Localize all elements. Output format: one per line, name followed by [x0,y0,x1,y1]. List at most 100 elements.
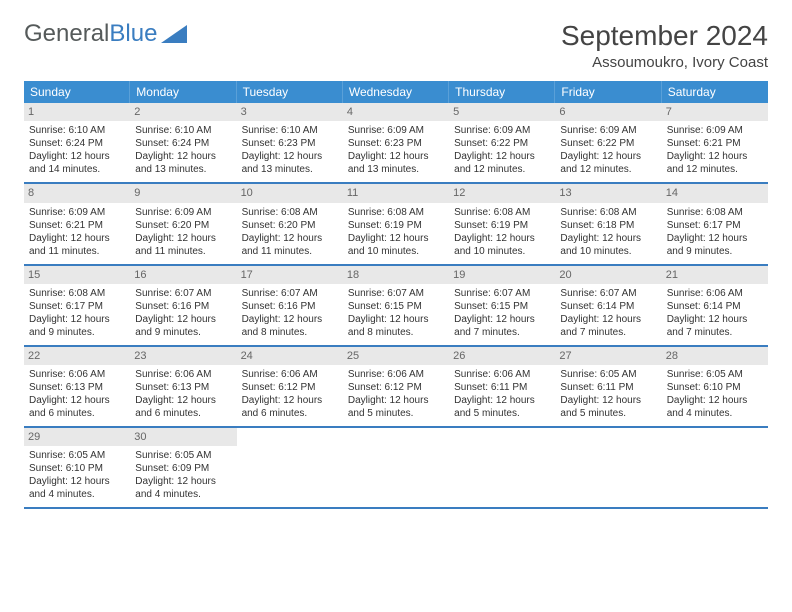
day-cell: 2Sunrise: 6:10 AMSunset: 6:24 PMDaylight… [130,103,236,182]
sunrise-line: Sunrise: 6:08 AM [242,206,338,219]
day-number: 24 [237,347,343,365]
day-number: 18 [343,266,449,284]
day-cell: 10Sunrise: 6:08 AMSunset: 6:20 PMDayligh… [237,184,343,263]
sunset-line: Sunset: 6:13 PM [29,381,125,394]
sunrise-line: Sunrise: 6:09 AM [667,124,763,137]
day-details: Sunrise: 6:10 AMSunset: 6:24 PMDaylight:… [28,124,126,176]
daylight-line: Daylight: 12 hours and 9 minutes. [135,313,231,339]
day-number: 15 [24,266,130,284]
day-number: 27 [555,347,661,365]
month-title: September 2024 [561,20,768,52]
daylight-line: Daylight: 12 hours and 4 minutes. [29,475,125,501]
day-number: 5 [449,103,555,121]
sunset-line: Sunset: 6:24 PM [135,137,231,150]
sunset-line: Sunset: 6:23 PM [348,137,444,150]
day-number: 30 [130,428,236,446]
sunset-line: Sunset: 6:19 PM [454,219,550,232]
day-details: Sunrise: 6:08 AMSunset: 6:20 PMDaylight:… [241,206,339,258]
day-details: Sunrise: 6:09 AMSunset: 6:22 PMDaylight:… [559,124,657,176]
daylight-line: Daylight: 12 hours and 12 minutes. [667,150,763,176]
sunset-line: Sunset: 6:16 PM [242,300,338,313]
day-number: 14 [662,184,768,202]
day-cell: 23 Sunrise: 6:06 AMSunset: 6:13 PMDayligh… [130,347,236,426]
day-number: 26 [449,347,555,365]
day-details: Sunrise: 6:06 AMSunset: 6:12 PMDaylight:… [241,368,339,420]
day-cell: 15 Sunrise: 6:08 AMSunset: 6:17 PMDayligh… [24,266,130,345]
sunset-line: Sunset: 6:21 PM [29,219,125,232]
sunset-line: Sunset: 6:13 PM [135,381,231,394]
sunrise-line: Sunrise: 6:06 AM [242,368,338,381]
weekday-label: Tuesday [237,81,343,103]
day-details: Sunrise: 6:09 AMSunset: 6:23 PMDaylight:… [347,124,445,176]
day-number: 22 [24,347,130,365]
day-cell: 11Sunrise: 6:08 AMSunset: 6:19 PMDayligh… [343,184,449,263]
sunrise-line: Sunrise: 6:07 AM [135,287,231,300]
day-cell [343,428,449,507]
day-details: Sunrise: 6:06 AMSunset: 6:13 PMDaylight:… [28,368,126,420]
day-cell [555,428,661,507]
logo-text-1: General [24,20,109,48]
day-cell: 14Sunrise: 6:08 AMSunset: 6:17 PMDayligh… [662,184,768,263]
daylight-line: Daylight: 12 hours and 6 minutes. [135,394,231,420]
header: GeneralBlue September 2024 Assoumoukro, … [24,20,768,71]
daylight-line: Daylight: 12 hours and 4 minutes. [135,475,231,501]
sunset-line: Sunset: 6:12 PM [348,381,444,394]
day-details: Sunrise: 6:09 AMSunset: 6:22 PMDaylight:… [453,124,551,176]
sunrise-line: Sunrise: 6:05 AM [29,449,125,462]
day-cell: 3 Sunrise: 6:10 AMSunset: 6:23 PMDaylight… [237,103,343,182]
day-details: Sunrise: 6:06 AMSunset: 6:13 PMDaylight:… [134,368,232,420]
day-number: 8 [24,184,130,202]
day-details: Sunrise: 6:08 AMSunset: 6:17 PMDaylight:… [28,287,126,339]
daylight-line: Daylight: 12 hours and 9 minutes. [29,313,125,339]
sunrise-line: Sunrise: 6:05 AM [560,368,656,381]
day-cell: 8 Sunrise: 6:09 AMSunset: 6:21 PMDaylight… [24,184,130,263]
day-details: Sunrise: 6:10 AMSunset: 6:23 PMDaylight:… [241,124,339,176]
sunset-line: Sunset: 6:19 PM [348,219,444,232]
sunset-line: Sunset: 6:21 PM [667,137,763,150]
sunset-line: Sunset: 6:17 PM [667,219,763,232]
daylight-line: Daylight: 12 hours and 6 minutes. [29,394,125,420]
day-number: 23 [130,347,236,365]
day-details: Sunrise: 6:09 AMSunset: 6:21 PMDaylight:… [666,124,764,176]
sunrise-line: Sunrise: 6:10 AM [135,124,231,137]
daylight-line: Daylight: 12 hours and 5 minutes. [454,394,550,420]
day-cell: 25Sunrise: 6:06 AMSunset: 6:12 PMDayligh… [343,347,449,426]
daylight-line: Daylight: 12 hours and 4 minutes. [667,394,763,420]
sunset-line: Sunset: 6:23 PM [242,137,338,150]
day-cell: 6Sunrise: 6:09 AMSunset: 6:22 PMDaylight… [555,103,661,182]
day-details: Sunrise: 6:08 AMSunset: 6:19 PMDaylight:… [453,206,551,258]
sunrise-line: Sunrise: 6:07 AM [242,287,338,300]
week-row: 15 Sunrise: 6:08 AMSunset: 6:17 PMDayligh… [24,266,768,347]
day-details: Sunrise: 6:09 AMSunset: 6:20 PMDaylight:… [134,206,232,258]
day-number: 3 [237,103,343,121]
day-cell: 18 Sunrise: 6:07 AMSunset: 6:15 PMDayligh… [343,266,449,345]
sunrise-line: Sunrise: 6:06 AM [348,368,444,381]
day-details: Sunrise: 6:09 AMSunset: 6:21 PMDaylight:… [28,206,126,258]
sunset-line: Sunset: 6:14 PM [667,300,763,313]
daylight-line: Daylight: 12 hours and 8 minutes. [348,313,444,339]
day-cell: 26Sunrise: 6:06 AMSunset: 6:11 PMDayligh… [449,347,555,426]
day-cell [662,428,768,507]
sunset-line: Sunset: 6:24 PM [29,137,125,150]
day-number: 20 [555,266,661,284]
sunset-line: Sunset: 6:15 PM [348,300,444,313]
daylight-line: Daylight: 12 hours and 11 minutes. [135,232,231,258]
day-details: Sunrise: 6:05 AMSunset: 6:09 PMDaylight:… [134,449,232,501]
sunset-line: Sunset: 6:20 PM [242,219,338,232]
sunset-line: Sunset: 6:11 PM [560,381,656,394]
day-number: 11 [343,184,449,202]
day-number: 21 [662,266,768,284]
sunrise-line: Sunrise: 6:05 AM [667,368,763,381]
calendar: SundayMondayTuesdayWednesdayThursdayFrid… [24,81,768,509]
sunrise-line: Sunrise: 6:09 AM [348,124,444,137]
sunrise-line: Sunrise: 6:07 AM [348,287,444,300]
weekday-header-row: SundayMondayTuesdayWednesdayThursdayFrid… [24,81,768,103]
day-cell: 30 Sunrise: 6:05 AMSunset: 6:09 PMDayligh… [130,428,236,507]
sunset-line: Sunset: 6:15 PM [454,300,550,313]
day-cell: 21Sunrise: 6:06 AMSunset: 6:14 PMDayligh… [662,266,768,345]
sunrise-line: Sunrise: 6:07 AM [560,287,656,300]
sunset-line: Sunset: 6:11 PM [454,381,550,394]
day-cell: 28Sunrise: 6:05 AMSunset: 6:10 PMDayligh… [662,347,768,426]
day-details: Sunrise: 6:10 AMSunset: 6:24 PMDaylight:… [134,124,232,176]
day-number: 17 [237,266,343,284]
